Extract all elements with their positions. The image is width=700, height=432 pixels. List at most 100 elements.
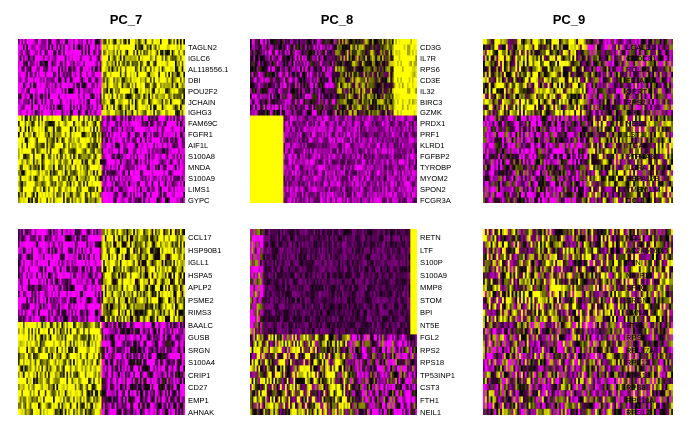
heatmap-cell [348,110,351,116]
heatmap-cell [320,104,323,111]
heatmap-cell [54,88,57,94]
heatmap-cell [28,44,30,51]
heatmap-cell [159,115,162,122]
heatmap-cell [54,55,57,62]
heatmap-cell [78,82,81,89]
heatmap-cell [156,82,159,89]
heatmap-cell [146,104,149,111]
heatmap-cell [335,121,338,127]
heatmap-cell [268,126,271,133]
heatmap-cell [405,126,408,133]
heatmap-cell [313,137,316,144]
heatmap-cell [98,55,101,62]
heatmap-cell [44,49,47,56]
heatmap-cell [363,88,366,94]
heatmap-cell [79,126,82,133]
heatmap-cell [76,175,79,182]
heatmap-cell [373,131,376,138]
heatmap-cell [371,110,374,116]
heatmap-cell [106,137,109,144]
heatmap-cell [275,66,278,73]
heatmap-cell [83,49,86,56]
heatmap-cell [149,110,152,116]
heatmap-cell [390,131,393,138]
heatmap-cell [133,121,136,127]
heatmap-cell [139,60,142,67]
heatmap-cell [129,77,132,84]
heatmap-cell [178,39,181,45]
heatmap-cell [315,71,318,78]
heatmap-cell [113,49,116,56]
heatmap-cell [158,66,161,73]
heatmap-cell [298,49,301,56]
heatmap-cell [331,66,334,73]
heatmap-cell [383,99,386,105]
heatmap-cell [21,55,24,62]
heatmap-cell [393,88,396,94]
heatmap-cell [273,55,276,62]
heatmap-cell [166,55,169,62]
heatmap-cell [89,39,92,45]
heatmap-cell [111,137,114,144]
heatmap-cell [315,115,318,122]
heatmap-cell [275,55,278,62]
heatmap-cell [368,137,371,144]
heatmap-cell [86,197,89,203]
heatmap-cell [385,77,388,84]
heatmap-cell [173,121,176,127]
heatmap-cell [278,77,281,84]
heatmap-cell [295,39,298,45]
heatmap-cell [388,55,391,62]
heatmap-cell [41,126,44,133]
heatmap-cell [275,44,278,51]
heatmap-cell [178,82,181,89]
heatmap-cell [171,175,174,182]
heatmap-cell [79,192,82,198]
heatmap-cell [99,66,102,73]
heatmap-cell [43,104,46,111]
heatmap-cell [338,88,341,94]
heatmap-cell [345,115,348,122]
heatmap-cell [308,110,311,116]
heatmap-cell [21,104,24,111]
heatmap-cell [126,77,129,84]
heatmap-cell [144,60,147,67]
heatmap-cell [24,115,27,122]
heatmap-cell [333,137,336,144]
heatmap-cell [300,44,303,51]
heatmap-cell [161,159,164,166]
heatmap-cell [166,77,169,84]
heatmap-cell [23,126,25,133]
heatmap-cell [41,115,44,122]
heatmap-cell [36,164,39,171]
heatmap-cell [316,60,319,67]
heatmap-cell [89,66,92,73]
heatmap-cell [46,49,49,56]
heatmap-cell [94,121,97,127]
heatmap-cell [106,131,109,138]
heatmap-cell [119,39,122,45]
heatmap-cell [129,131,132,138]
heatmap-cell [391,66,394,73]
heatmap-cell [146,66,149,73]
heatmap-cell [108,137,111,144]
heatmap-cell [26,82,29,89]
heatmap-cell [61,121,64,127]
heatmap-cell [253,115,256,122]
heatmap-cell [108,126,111,133]
heatmap-cell [146,153,149,160]
heatmap-cell [134,93,137,100]
heatmap-cell [308,55,311,62]
heatmap-cell [59,175,62,182]
heatmap-cell [81,104,84,111]
heatmap-cell [23,82,25,89]
heatmap-cell [174,159,177,166]
heatmap-cell [281,131,284,138]
heatmap-cell [395,126,398,133]
heatmap-cell [123,159,126,166]
heatmap-cell [361,131,364,138]
heatmap-cell [330,44,333,51]
heatmap-cell [173,44,176,51]
heatmap-cell [111,131,114,138]
